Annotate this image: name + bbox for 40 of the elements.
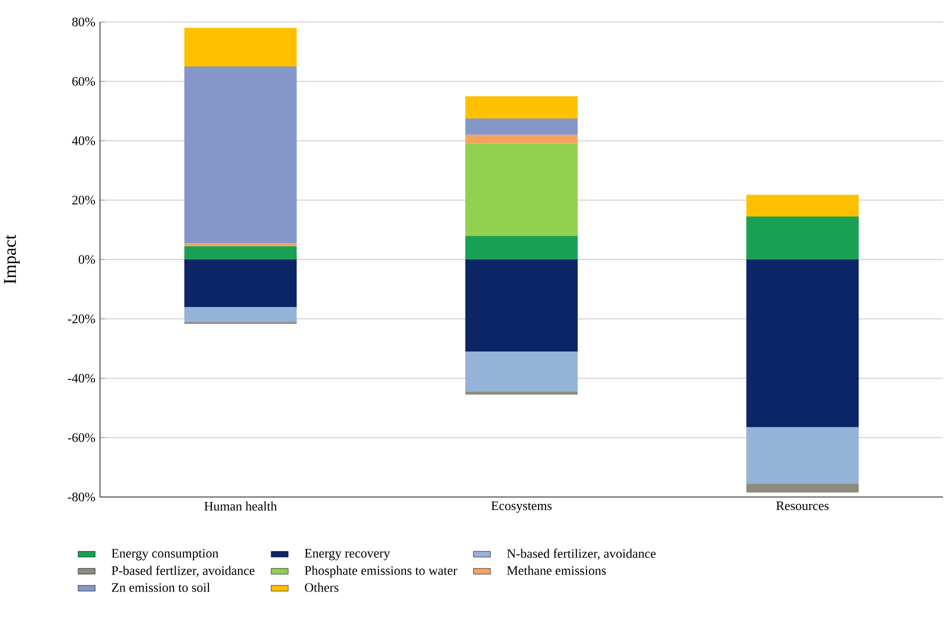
legend-label: N-based fertilizer, avoidance — [507, 548, 656, 560]
bar — [746, 484, 859, 493]
x-tick-label: Resources — [776, 502, 829, 510]
bar — [184, 307, 297, 322]
bar — [465, 392, 578, 395]
bar — [184, 66, 297, 244]
legend-label: Methane emissions — [507, 566, 606, 575]
y-tick-label: 0% — [78, 255, 96, 264]
legend-label: Zn emission to soil — [112, 582, 210, 592]
bar — [746, 216, 859, 260]
legend-label: P-based fertlizer, avoidance — [112, 566, 255, 577]
y-axis-title: Impact — [4, 234, 20, 284]
legend-label: Phosphate emissions to water — [304, 566, 458, 578]
bar — [184, 28, 297, 67]
bar — [465, 96, 578, 118]
bar — [465, 134, 578, 144]
legend-label: Energy recovery — [304, 549, 390, 560]
bar — [465, 352, 578, 392]
bar — [465, 259, 578, 352]
legend-label: Energy consumption — [112, 548, 218, 560]
bar — [746, 259, 859, 428]
y-tick-label: 80% — [72, 18, 96, 26]
bar — [465, 118, 578, 135]
y-tick-label: -80% — [68, 492, 96, 502]
bar — [184, 246, 297, 260]
y-tick-label: 20% — [72, 196, 96, 205]
y-tick-label: 40% — [72, 136, 96, 146]
y-tick-label: -60% — [68, 433, 96, 442]
legend-label: Others — [304, 582, 338, 592]
bar — [746, 194, 859, 216]
y-tick-label: -40% — [68, 374, 96, 383]
x-tick-label: Human health — [204, 502, 277, 511]
bar — [465, 236, 578, 260]
bar — [746, 427, 859, 484]
y-tick-label: 60% — [72, 76, 96, 86]
bar — [184, 243, 297, 246]
y-tick-label: -20% — [68, 314, 96, 324]
bar — [465, 144, 578, 236]
bar — [184, 259, 297, 307]
x-tick-label: Ecosystems — [491, 502, 552, 513]
